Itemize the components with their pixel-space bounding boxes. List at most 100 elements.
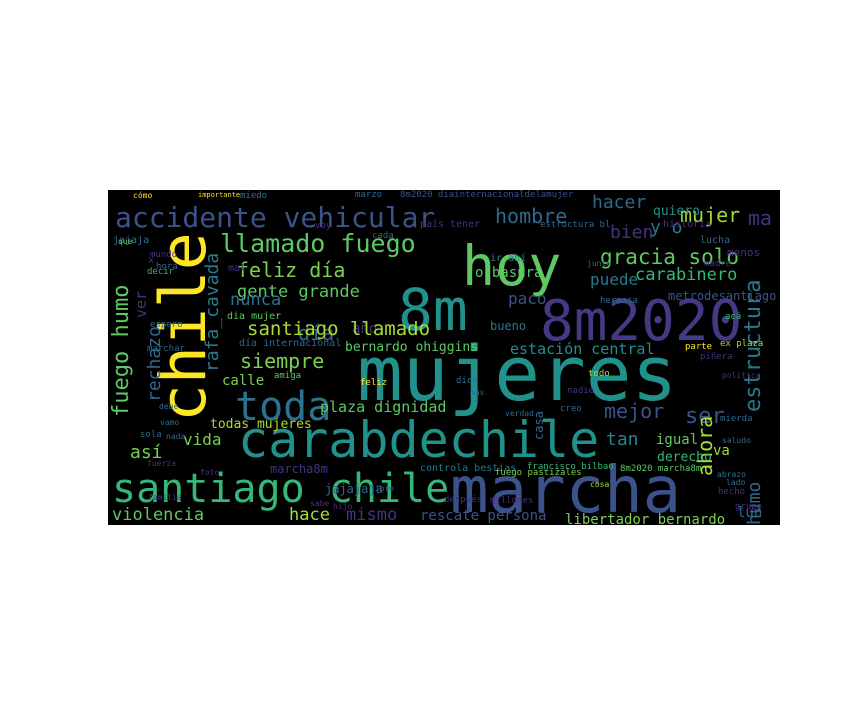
cloud-background <box>108 190 780 525</box>
word: que <box>118 237 133 246</box>
word: país tener <box>420 218 480 230</box>
word: importante <box>198 191 240 199</box>
word: casa <box>532 411 546 440</box>
word: marchar <box>147 344 186 354</box>
word: mundo <box>150 250 177 260</box>
word: ser <box>685 404 725 429</box>
word: hoy <box>462 234 561 298</box>
word: ver <box>132 291 150 318</box>
word: llamado fuego <box>220 229 416 258</box>
word: mal <box>228 263 246 274</box>
word: cosa <box>590 480 609 489</box>
word: fuego humo <box>109 285 134 417</box>
word: amiga <box>274 371 301 381</box>
word: foto <box>200 468 219 477</box>
word: hermosa <box>600 296 638 306</box>
word: abrazo <box>717 470 746 479</box>
word: estructura bl <box>540 220 610 230</box>
word: 8m <box>398 276 468 344</box>
word: hijo <box>333 502 352 511</box>
word: marzo <box>355 190 382 200</box>
word: decir <box>147 267 175 277</box>
word: dia mujer <box>227 311 281 322</box>
word: lun <box>737 505 762 521</box>
word: todo <box>588 369 610 379</box>
word: debe <box>159 402 178 411</box>
word: mejor <box>604 399 664 423</box>
word: lado <box>726 478 745 487</box>
word: madre <box>704 259 731 269</box>
word: rafa_cavada <box>202 253 223 372</box>
word: dice <box>456 376 478 386</box>
word: nunca <box>230 290 281 310</box>
word: junto <box>587 259 611 268</box>
word: nada <box>166 432 185 441</box>
word: francisco bilbao <box>527 462 614 472</box>
word: paco <box>508 289 547 308</box>
word: miedo <box>240 191 267 201</box>
word: carabinero <box>635 265 737 285</box>
word: así <box>130 442 163 463</box>
word: saludo <box>722 436 751 445</box>
word: todas mujeres <box>210 417 312 432</box>
word: estructura <box>741 280 766 412</box>
word: rechazo <box>144 326 165 402</box>
word: puede <box>590 270 638 289</box>
word: libertador bernardo <box>565 512 725 528</box>
word: vida <box>183 430 222 449</box>
word: violencia <box>112 505 204 525</box>
word: piñera <box>700 352 733 362</box>
word: después <box>444 494 482 505</box>
word: estación central <box>510 340 655 358</box>
word: mujer <box>680 203 740 227</box>
word: accidente vehicular <box>115 201 435 234</box>
word: toda <box>235 384 331 430</box>
word: grupo <box>735 502 762 512</box>
word: feliz <box>360 378 387 388</box>
word: ma <box>748 206 772 230</box>
word: cada <box>372 231 394 241</box>
word: sola <box>140 430 162 440</box>
word: cómo <box>133 190 152 200</box>
word: bernardo ohiggins <box>345 340 478 355</box>
word: marcha8m <box>270 462 328 476</box>
word: menos <box>727 246 760 259</box>
word: hecho <box>718 487 745 497</box>
word: sabe <box>310 499 329 508</box>
word: día <box>298 321 334 345</box>
word: 8m2020 diainternacionaldelamujer <box>400 190 574 200</box>
word: vamo <box>160 418 179 427</box>
word: carabdechile <box>238 411 599 469</box>
word: lucha <box>700 235 730 246</box>
word: va <box>713 443 730 459</box>
word: 8m2020 <box>540 289 742 354</box>
word: mismo <box>346 505 397 525</box>
word: hora <box>156 262 178 272</box>
word: familia <box>148 493 182 502</box>
word: parte <box>685 342 712 352</box>
word: metrodesantiago <box>668 289 776 303</box>
word: 8m2020 marcha8m <box>620 464 701 474</box>
word: fuego pastizales <box>495 468 582 478</box>
word: hombre <box>495 204 567 228</box>
word: hace <box>289 505 330 525</box>
word: gracia solo <box>600 245 739 269</box>
word: mierda <box>720 414 753 424</box>
word: humo <box>744 482 765 525</box>
word: verdad <box>505 409 534 418</box>
word: y o <box>650 217 683 238</box>
word: rescate persona <box>420 508 546 524</box>
word: ir ahí <box>490 252 526 264</box>
word: chile <box>147 232 220 422</box>
word: quiero <box>653 204 700 219</box>
word: mujeres <box>357 329 677 418</box>
words: mujeres chile hoy marcha 8m2020 8m carabdechil… <box>109 190 776 528</box>
word: tan <box>606 429 639 450</box>
word: ex plaza <box>720 339 763 349</box>
word: plaza dignidad <box>320 398 446 416</box>
word: x <box>148 255 154 266</box>
word: creo <box>560 404 582 414</box>
word: ahora <box>693 416 717 476</box>
word: jajajaja <box>325 482 383 496</box>
